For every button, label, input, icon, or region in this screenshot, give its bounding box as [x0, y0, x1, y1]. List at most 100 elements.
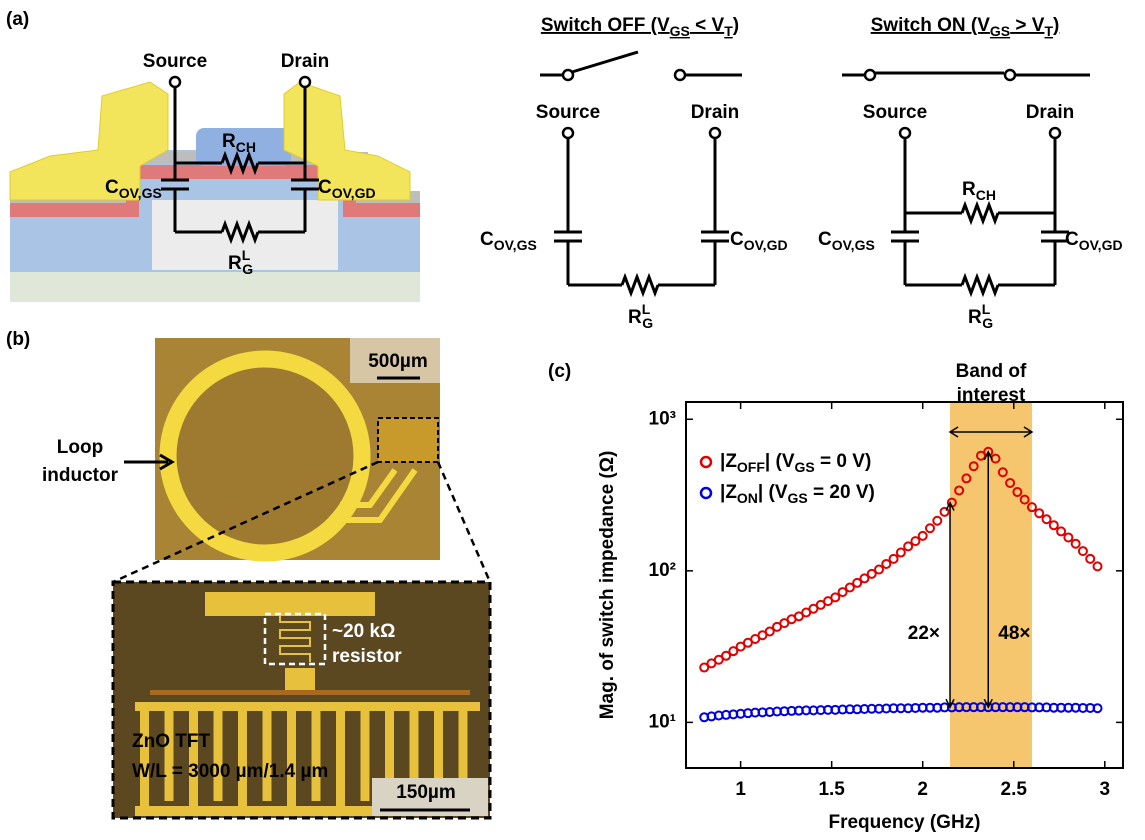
terminal: [170, 77, 180, 87]
label: 500µm: [368, 351, 428, 372]
subscript: OV,GS: [494, 237, 537, 253]
label: 3: [1100, 779, 1111, 800]
subscript: OV,GS: [832, 237, 875, 253]
legend-label: |ZON| (VGS = 20 V): [720, 482, 875, 506]
y-tick-label: 10¹: [649, 711, 676, 732]
text-run: |Z: [720, 451, 737, 472]
text-run: ): [1053, 15, 1059, 36]
terminal: [563, 70, 573, 80]
terminal: [710, 128, 720, 138]
switch-off-title: Switch OFF (VGS < VT): [541, 15, 739, 39]
label: Source: [863, 102, 927, 123]
label: Source: [143, 51, 207, 72]
data-point: [926, 524, 934, 532]
text-run: | (V: [758, 482, 788, 503]
text-run: = 20 V): [808, 482, 875, 503]
y-tick-label: 10²: [649, 560, 676, 581]
terminal: [1050, 128, 1060, 138]
switch-on-title: Switch ON (VGS > VT): [871, 15, 1060, 39]
pad: [285, 668, 315, 690]
subscript: G: [242, 261, 253, 277]
text-run: C: [730, 229, 744, 250]
data-point: [875, 566, 883, 574]
text-run: R: [228, 253, 242, 274]
text-run: C: [480, 229, 494, 250]
data-point: [897, 549, 905, 557]
text-run: |Z: [720, 482, 737, 503]
label: Frequency (GHz): [828, 812, 980, 833]
tft-finger: [361, 711, 370, 801]
text-run: Switch OFF (V: [541, 15, 670, 36]
label: ~20 kΩ: [332, 621, 395, 642]
text-run: R: [628, 307, 642, 328]
data-point: [933, 517, 941, 525]
text-run: > V: [1010, 15, 1045, 36]
text-run: | (V: [765, 451, 795, 472]
resistor: [622, 277, 658, 293]
text-run: C: [818, 229, 832, 250]
data-point: [1057, 527, 1065, 535]
text-run: < V: [690, 15, 725, 36]
label: 22×: [908, 623, 940, 644]
tft-region: [378, 418, 438, 462]
data-point: [1072, 540, 1080, 548]
subscript: G: [642, 315, 653, 331]
terminal: [900, 128, 910, 138]
wire: [572, 52, 638, 72]
tft-finger: [214, 711, 223, 801]
text-run: ): [733, 15, 739, 36]
label: Source: [536, 102, 600, 123]
label: COV,GD: [1065, 229, 1123, 253]
subscript: GS: [795, 459, 815, 475]
text-run: C: [1065, 229, 1079, 250]
y-axis-label: Mag. of switch impedance (Ω): [597, 451, 618, 720]
label: RCH: [962, 179, 996, 203]
subscript: GS: [990, 23, 1010, 39]
bus-line: [150, 690, 470, 695]
label: Drain: [281, 51, 330, 72]
data-point: [1086, 555, 1094, 563]
text-run: = 0 V): [815, 451, 872, 472]
label: COV,GS: [818, 229, 875, 253]
subscript: GS: [670, 23, 690, 39]
data-point: [919, 532, 927, 540]
zoom-line: [438, 462, 490, 582]
subscript: ON: [737, 490, 758, 506]
substrate: [10, 268, 420, 302]
subscript: CH: [236, 139, 256, 155]
data-point: [1094, 562, 1102, 570]
label: Drain: [1026, 102, 1075, 123]
terminal: [1005, 70, 1015, 80]
text-run: C: [105, 177, 119, 198]
tft-finger: [312, 711, 321, 801]
data-point: [904, 542, 912, 550]
tft-finger: [336, 711, 345, 811]
tft-finger: [165, 711, 174, 801]
subscript: OV,GD: [744, 237, 788, 253]
label: (c): [548, 361, 571, 382]
text-run: R: [222, 131, 236, 152]
data-point: [882, 560, 890, 568]
subscript: CH: [976, 187, 996, 203]
resistor: [962, 205, 998, 221]
terminal: [563, 128, 573, 138]
subscript: GS: [788, 490, 808, 506]
text-run: Switch ON (V: [871, 15, 991, 36]
arrow: [124, 455, 172, 469]
label: Loop: [57, 437, 103, 458]
subscript: OV,GD: [1079, 237, 1123, 253]
label: 1.5: [818, 779, 845, 800]
text-run: C: [318, 177, 332, 198]
label: 150µm: [396, 782, 456, 803]
data-point: [1064, 533, 1072, 541]
terminal: [300, 77, 310, 87]
label: COV,GD: [730, 229, 788, 253]
text-run: R: [962, 179, 976, 200]
data-point: [1079, 547, 1087, 555]
subscript: OV,GD: [332, 185, 376, 201]
label: inductor: [42, 465, 119, 486]
label: resistor: [332, 646, 402, 667]
tft-finger: [263, 711, 272, 801]
label: interest: [957, 385, 1026, 406]
legend-label: |ZOFF| (VGS = 0 V): [720, 451, 871, 475]
